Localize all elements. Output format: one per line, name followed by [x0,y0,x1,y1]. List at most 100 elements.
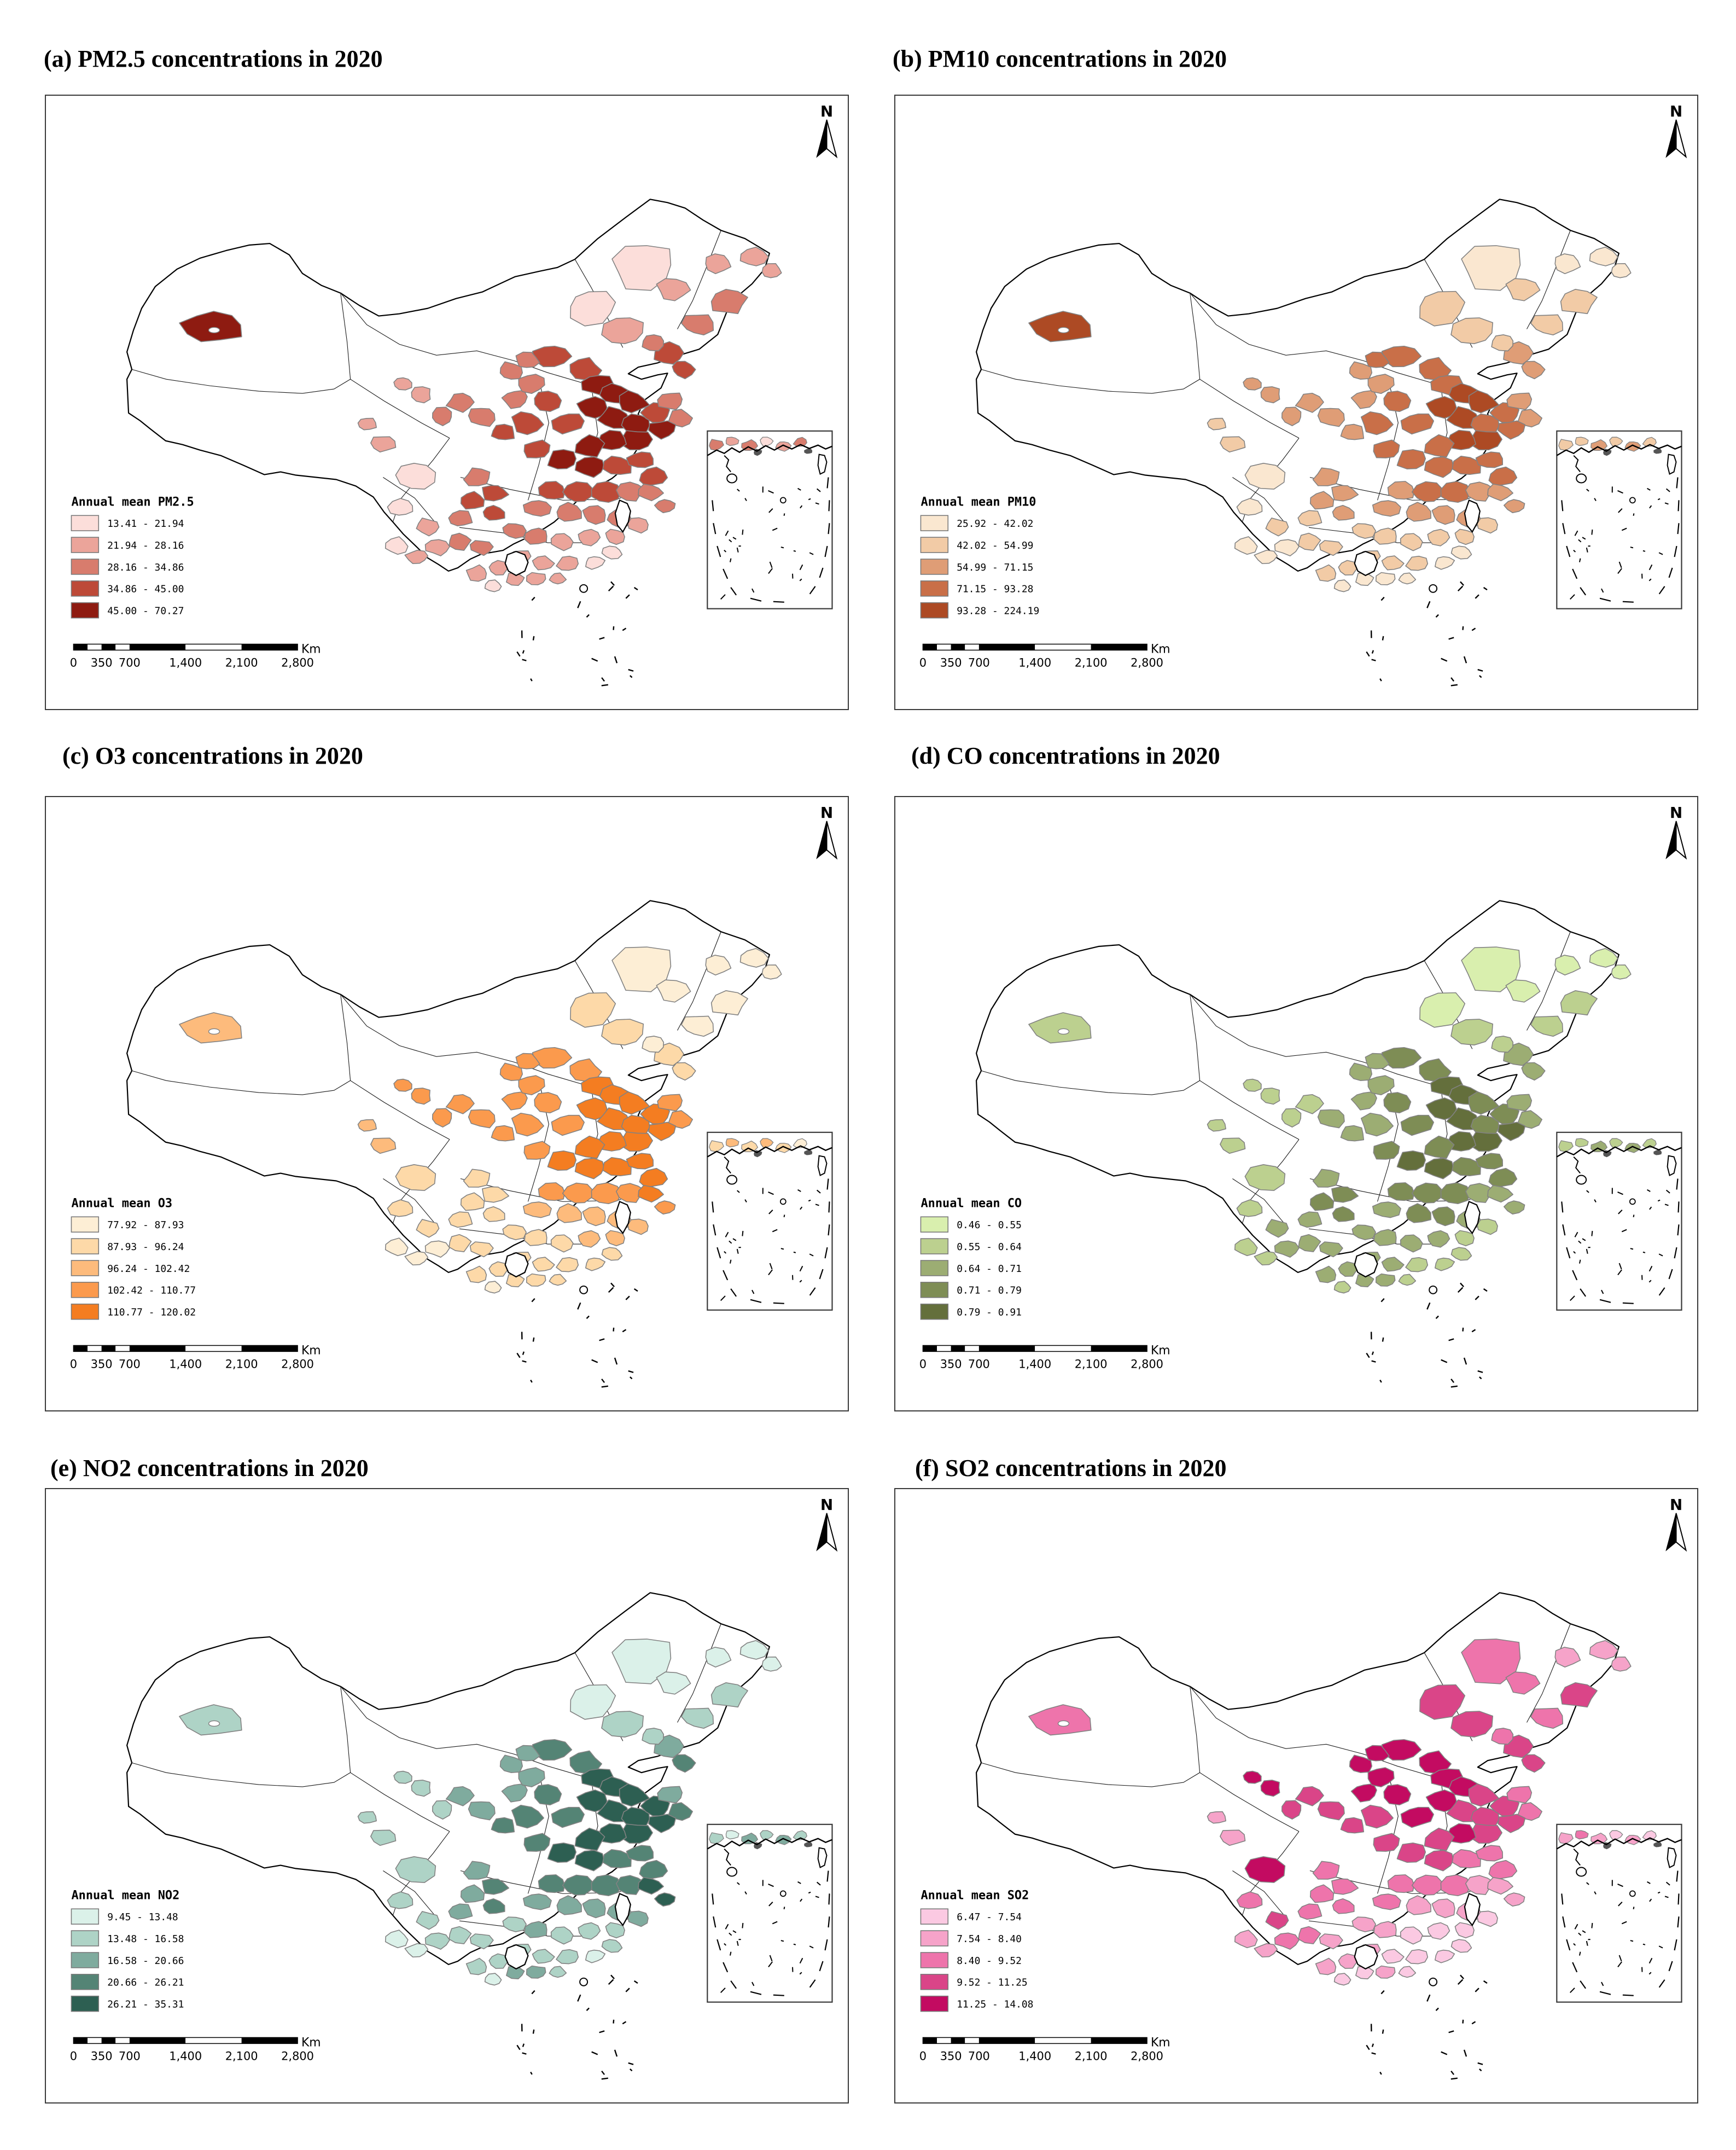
map-region [1338,1953,1360,1969]
map-region [1367,374,1395,394]
map-region [547,1150,577,1171]
legend-swatch [920,1282,949,1298]
map-region [582,505,606,525]
legend-swatch [920,1260,949,1276]
map-region [621,430,653,450]
map-region [1424,1135,1455,1159]
map-region [482,1186,510,1203]
panel-a-map-frame: N Annual mean PM2.5 13.41 - 21.94 21.94 - 2… [45,95,849,710]
map-region [591,481,622,503]
map-region [1461,1638,1521,1684]
map-region [1398,1274,1417,1286]
map-region [556,1203,582,1223]
map-region [672,361,696,380]
legend-range-label: 93.28 - 224.19 [957,606,1039,617]
map-region [1234,1930,1258,1949]
legend-range-label: 42.02 - 54.99 [957,540,1033,551]
map-region [1498,1814,1526,1833]
scale-tick-label: 700 [968,656,990,669]
map-region [534,1784,562,1806]
panel-c-map-frame: N Annual mean O3 77.92 - 87.93 87.93 - 96.2… [45,796,849,1411]
map-region [639,1167,668,1188]
map-region [1419,1684,1466,1720]
map-region [448,510,473,527]
inset-region [793,437,807,447]
map-region [1406,1203,1431,1223]
map-region [549,572,567,585]
scale-tick-label: 350 [91,2049,113,2062]
map-region [570,1684,616,1720]
legend-swatch [71,1930,100,1946]
map-region [550,1234,574,1253]
map-region [1506,392,1533,410]
map-region [551,1806,585,1828]
map-region [654,499,676,513]
legend-swatch [71,1260,100,1276]
map-region [1295,392,1324,413]
map-region [1461,946,1521,992]
inset-region [1558,439,1574,451]
map-region [1454,1230,1475,1247]
inset-hainan [726,1175,738,1185]
map-region [1498,420,1526,440]
map-region [1331,485,1359,502]
map-region [1265,1219,1289,1238]
legend-range-label: 77.92 - 87.93 [107,1219,184,1231]
legend-swatch [920,1238,949,1254]
map-region [1234,1237,1258,1257]
map-region [639,1860,668,1880]
map-region [626,1153,654,1170]
map-region [1360,411,1394,435]
map-region [619,1783,650,1807]
map-region [1440,1874,1472,1897]
map-region [1315,1265,1337,1283]
map-region [1530,1015,1564,1037]
map-region [601,1939,623,1953]
map-region [547,449,577,469]
north-arrow-icon: N [1665,804,1687,860]
map-region [1424,434,1455,458]
scale-tick-label: 2,800 [281,1357,314,1370]
scale-unit-label: Km [301,1344,321,1357]
map-region [1517,1110,1542,1129]
map-region [1243,377,1262,391]
inset-hainan [726,473,738,484]
legend-swatch [920,1216,949,1233]
map-region [761,1657,782,1672]
map-region [551,413,585,435]
map-region [482,1878,510,1895]
china-outline [126,1592,770,1965]
map-region [482,485,510,502]
map-region [1298,1234,1321,1252]
legend-swatch [920,1995,949,2012]
map-region [761,964,782,980]
taiwan-island [614,1892,631,1927]
scale-tick-label: 350 [91,1357,113,1370]
map-region [538,481,566,500]
map-region [1554,253,1581,275]
map-region [1207,1811,1226,1824]
legend-range-label: 0.55 - 0.64 [957,1241,1022,1253]
map-region [569,357,602,381]
map-region [1488,1167,1518,1188]
map-region [448,1926,472,1944]
map-region [1405,1949,1429,1965]
map-region [1424,1827,1455,1851]
north-arrow-icon: N [1665,102,1687,159]
map-region [448,1903,473,1920]
prefecture-regions [179,1638,782,1986]
map-region [1424,456,1454,478]
map-region [1505,979,1541,1003]
map-region [1274,1240,1300,1258]
map-region [621,1131,653,1152]
map-region [638,483,664,502]
inset-map [707,430,833,609]
map-region [619,390,650,414]
map-region [605,528,625,545]
map-region [1521,1754,1546,1773]
map-region [668,409,693,428]
map-region [1338,560,1360,576]
china-outline [126,900,770,1273]
